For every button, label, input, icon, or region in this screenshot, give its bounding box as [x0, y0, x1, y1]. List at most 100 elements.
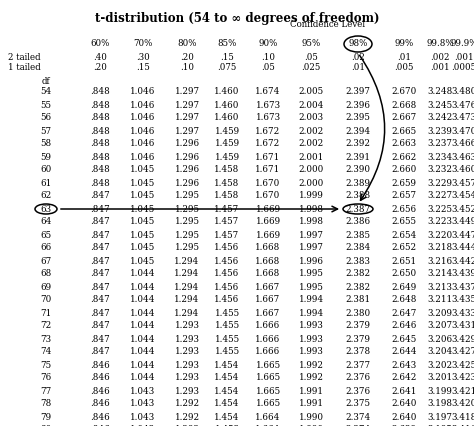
- Text: 1.296: 1.296: [174, 139, 200, 149]
- Text: 1.454: 1.454: [214, 360, 240, 369]
- Text: .10: .10: [261, 54, 275, 63]
- Text: 2.000: 2.000: [298, 165, 324, 175]
- Text: .847: .847: [90, 334, 110, 343]
- Text: 73: 73: [40, 334, 52, 343]
- Text: 59: 59: [40, 153, 52, 161]
- Text: 3.227: 3.227: [428, 192, 453, 201]
- Text: 1.672: 1.672: [255, 139, 281, 149]
- Text: 1.665: 1.665: [255, 400, 281, 409]
- Text: 3.201: 3.201: [428, 374, 453, 383]
- Text: 2.643: 2.643: [392, 360, 417, 369]
- Text: 2.665: 2.665: [392, 127, 417, 135]
- Text: 3.463: 3.463: [451, 153, 474, 161]
- Text: 3.220: 3.220: [428, 230, 453, 239]
- Text: 1.991: 1.991: [299, 400, 323, 409]
- Text: .848: .848: [90, 101, 110, 109]
- Text: 1.458: 1.458: [214, 192, 240, 201]
- Text: 1.664: 1.664: [255, 412, 281, 421]
- Text: 64: 64: [40, 218, 52, 227]
- Text: .02: .02: [351, 54, 365, 63]
- Text: 70: 70: [40, 296, 52, 305]
- Text: 1.993: 1.993: [299, 322, 323, 331]
- Text: 2.002: 2.002: [298, 127, 324, 135]
- Text: 2.379: 2.379: [346, 334, 371, 343]
- Text: .847: .847: [90, 192, 110, 201]
- Text: 99%: 99%: [394, 40, 414, 49]
- Text: .847: .847: [90, 322, 110, 331]
- Text: 2.396: 2.396: [346, 101, 371, 109]
- Text: 55: 55: [40, 101, 52, 109]
- Text: 1.669: 1.669: [255, 230, 281, 239]
- Text: 1.045: 1.045: [130, 165, 155, 175]
- Text: 2.663: 2.663: [392, 139, 417, 149]
- Text: 2.374: 2.374: [346, 412, 371, 421]
- Text: .847: .847: [90, 230, 110, 239]
- Text: 1.460: 1.460: [214, 101, 240, 109]
- Text: 1.046: 1.046: [130, 139, 155, 149]
- Text: 1.455: 1.455: [214, 348, 239, 357]
- Text: 74: 74: [40, 348, 52, 357]
- Text: 66: 66: [40, 244, 52, 253]
- Text: 3.429: 3.429: [451, 334, 474, 343]
- Text: .847: .847: [90, 218, 110, 227]
- Text: 1.046: 1.046: [130, 101, 155, 109]
- Text: 2.392: 2.392: [346, 139, 371, 149]
- Text: 2.640: 2.640: [392, 400, 417, 409]
- Text: 1.297: 1.297: [174, 101, 200, 109]
- Text: .848: .848: [90, 127, 110, 135]
- Text: 3.204: 3.204: [428, 348, 453, 357]
- Text: 1.046: 1.046: [130, 127, 155, 135]
- Text: .10: .10: [180, 63, 194, 72]
- Text: 1.045: 1.045: [130, 204, 155, 213]
- Text: 60: 60: [40, 165, 52, 175]
- Text: 1.990: 1.990: [299, 412, 323, 421]
- Text: .846: .846: [90, 360, 110, 369]
- Text: 3.423: 3.423: [451, 374, 474, 383]
- Text: 3.214: 3.214: [428, 270, 453, 279]
- Text: 1.044: 1.044: [130, 270, 156, 279]
- Text: 2.385: 2.385: [346, 230, 371, 239]
- Text: 3.206: 3.206: [428, 334, 453, 343]
- Text: .846: .846: [90, 412, 110, 421]
- Text: 1.294: 1.294: [174, 296, 200, 305]
- Text: 69: 69: [40, 282, 52, 291]
- Text: 3.216: 3.216: [428, 256, 453, 265]
- Text: 3.225: 3.225: [428, 204, 453, 213]
- Text: 1.294: 1.294: [174, 282, 200, 291]
- Text: 1.998: 1.998: [299, 218, 323, 227]
- Text: df: df: [42, 78, 50, 86]
- Text: 3.239: 3.239: [428, 127, 453, 135]
- Text: 3.218: 3.218: [428, 244, 453, 253]
- Text: 1.666: 1.666: [255, 322, 281, 331]
- Text: 1.292: 1.292: [174, 400, 200, 409]
- Text: 1.043: 1.043: [130, 400, 155, 409]
- Text: 2.652: 2.652: [392, 244, 417, 253]
- Text: 1.044: 1.044: [130, 296, 156, 305]
- Text: 2.391: 2.391: [346, 153, 371, 161]
- Text: 90%: 90%: [258, 40, 278, 49]
- Text: 1.045: 1.045: [130, 256, 155, 265]
- Text: 1.670: 1.670: [255, 192, 281, 201]
- Text: 1.294: 1.294: [174, 256, 200, 265]
- Text: 1.995: 1.995: [299, 270, 323, 279]
- Text: 75: 75: [40, 360, 52, 369]
- Text: 3.209: 3.209: [428, 308, 453, 317]
- Text: 2.650: 2.650: [392, 270, 417, 279]
- Text: .05: .05: [304, 54, 318, 63]
- Text: 3.480: 3.480: [451, 87, 474, 97]
- Text: 1.665: 1.665: [255, 360, 281, 369]
- Text: .847: .847: [90, 296, 110, 305]
- Text: 1.991: 1.991: [299, 386, 323, 395]
- Text: 1.045: 1.045: [130, 218, 155, 227]
- Text: 1.997: 1.997: [299, 230, 323, 239]
- Text: 54: 54: [40, 87, 52, 97]
- Text: 2.389: 2.389: [346, 178, 371, 187]
- Text: 2.376: 2.376: [346, 386, 371, 395]
- Text: 65: 65: [40, 230, 52, 239]
- Text: 1.045: 1.045: [130, 178, 155, 187]
- Text: 1.044: 1.044: [130, 360, 156, 369]
- Text: 2 tailed: 2 tailed: [8, 54, 41, 63]
- Text: 58: 58: [40, 139, 52, 149]
- Text: 2.379: 2.379: [346, 322, 371, 331]
- Text: 2.648: 2.648: [392, 296, 417, 305]
